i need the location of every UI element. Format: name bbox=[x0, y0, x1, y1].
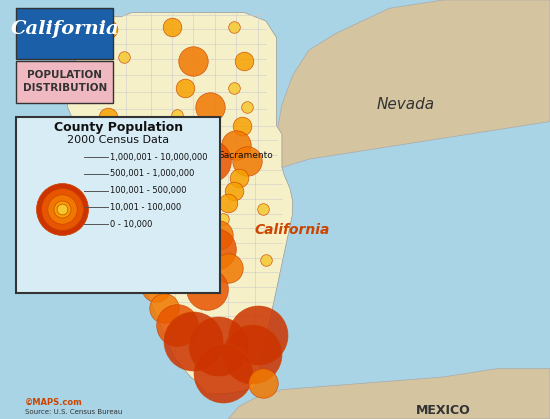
Text: Nevada: Nevada bbox=[376, 97, 435, 112]
Point bbox=[173, 321, 182, 328]
Polygon shape bbox=[277, 0, 550, 168]
Point bbox=[181, 85, 190, 91]
Point bbox=[58, 206, 67, 213]
Point bbox=[58, 206, 67, 213]
Point bbox=[194, 204, 203, 211]
Point bbox=[117, 179, 125, 186]
Point bbox=[232, 141, 241, 148]
Point bbox=[58, 206, 67, 213]
Point bbox=[189, 57, 198, 64]
Point bbox=[189, 338, 198, 345]
Text: POPULATION
DISTRIBUTION: POPULATION DISTRIBUTION bbox=[23, 70, 107, 93]
Point bbox=[141, 200, 150, 207]
Text: California: California bbox=[10, 21, 119, 38]
Text: 2000 Census Data: 2000 Census Data bbox=[67, 135, 169, 145]
Point bbox=[229, 187, 238, 194]
Text: 0 - 10,000: 0 - 10,000 bbox=[111, 220, 153, 229]
Text: 500,001 - 1,000,000: 500,001 - 1,000,000 bbox=[111, 169, 195, 178]
Text: 100,001 - 500,000: 100,001 - 500,000 bbox=[111, 186, 187, 195]
FancyBboxPatch shape bbox=[16, 8, 113, 59]
Text: MEXICO: MEXICO bbox=[415, 404, 470, 417]
Point bbox=[237, 122, 246, 129]
FancyBboxPatch shape bbox=[16, 117, 220, 293]
Text: ©MAPS.com: ©MAPS.com bbox=[25, 397, 82, 406]
Point bbox=[168, 24, 177, 31]
Point bbox=[205, 103, 214, 110]
Point bbox=[117, 164, 125, 171]
FancyBboxPatch shape bbox=[16, 61, 113, 103]
Point bbox=[194, 263, 203, 269]
Point bbox=[194, 187, 203, 194]
Point bbox=[224, 200, 233, 207]
Point bbox=[235, 175, 244, 181]
Point bbox=[141, 187, 150, 194]
Point bbox=[151, 219, 160, 225]
Point bbox=[168, 175, 177, 181]
Text: Sacramento: Sacramento bbox=[219, 151, 273, 160]
Point bbox=[224, 265, 233, 272]
Point bbox=[125, 210, 134, 217]
Point bbox=[146, 164, 155, 171]
Point bbox=[205, 158, 214, 165]
Point bbox=[229, 24, 238, 31]
Point bbox=[218, 370, 227, 376]
Point bbox=[170, 135, 179, 142]
Text: California: California bbox=[255, 223, 331, 238]
Point bbox=[240, 57, 249, 64]
Point bbox=[202, 286, 211, 292]
Text: County Population: County Population bbox=[54, 121, 183, 134]
Point bbox=[130, 139, 139, 146]
Point bbox=[213, 342, 222, 349]
Point bbox=[138, 252, 147, 259]
Point bbox=[258, 206, 267, 213]
Point bbox=[218, 215, 227, 222]
Point bbox=[103, 26, 112, 33]
Point bbox=[103, 114, 112, 121]
Point bbox=[92, 80, 101, 87]
Point bbox=[261, 256, 270, 263]
Point bbox=[151, 284, 160, 290]
Point bbox=[243, 158, 251, 165]
Point bbox=[58, 206, 67, 213]
Point bbox=[160, 305, 168, 311]
Polygon shape bbox=[228, 369, 550, 419]
Point bbox=[58, 206, 67, 213]
Point bbox=[173, 112, 182, 119]
Point bbox=[119, 196, 128, 202]
Point bbox=[248, 351, 257, 357]
Point bbox=[186, 150, 195, 156]
Text: 10,001 - 100,000: 10,001 - 100,000 bbox=[111, 203, 182, 212]
Point bbox=[211, 246, 219, 253]
Point bbox=[135, 233, 144, 240]
Text: 1,000,001 - 10,000,000: 1,000,001 - 10,000,000 bbox=[111, 153, 208, 162]
Point bbox=[254, 332, 262, 339]
Polygon shape bbox=[68, 13, 293, 394]
Point bbox=[213, 231, 222, 238]
Point bbox=[119, 53, 128, 60]
Point bbox=[258, 380, 267, 387]
Point bbox=[162, 252, 171, 259]
Point bbox=[229, 85, 238, 91]
Point bbox=[243, 103, 251, 110]
Text: Source: U.S. Census Bureau: Source: U.S. Census Bureau bbox=[25, 409, 122, 415]
Point bbox=[200, 219, 208, 225]
